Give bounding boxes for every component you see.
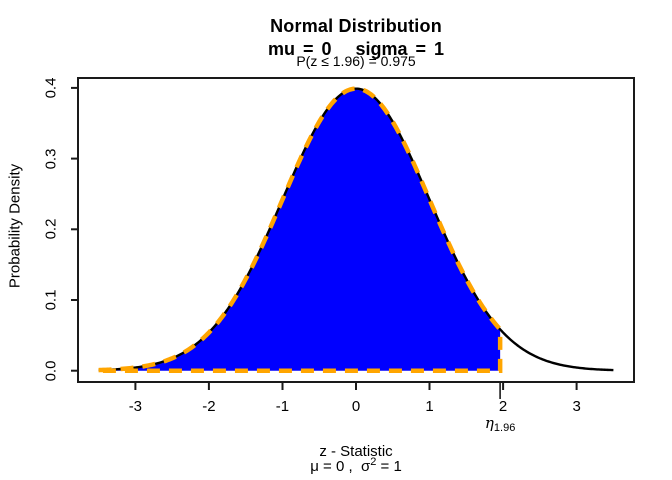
- x-axis-label: z - Statistic: [319, 443, 393, 460]
- eta-subscript: 1.96: [493, 422, 516, 434]
- y-tick-label: 0.4: [42, 77, 60, 99]
- chart-title: Normal Distribution: [270, 16, 442, 36]
- y-tick-label: 0.1: [42, 289, 60, 311]
- shaded-area-border: [96, 86, 503, 373]
- x-tick-label: 2: [498, 398, 508, 415]
- x-tick-label: 1: [425, 398, 434, 415]
- x-tick-label: 0: [351, 398, 361, 415]
- x-axis-sublabel: μ = 0 , σ2 = 1: [78, 456, 634, 475]
- probability-annotation: P(z ≤ 1.96) = 0.975: [296, 53, 416, 69]
- x-axis-sublabel-pre: μ = 0 , σ: [310, 458, 371, 475]
- y-tick-label: 0.0: [42, 360, 60, 382]
- x-tick-label: 3: [572, 398, 581, 415]
- x-axis-sublabel-post: = 1: [376, 458, 402, 475]
- chart-subtitle: mu = 0 sigma = 1: [267, 39, 445, 59]
- sigma-exponent: 2: [370, 456, 377, 468]
- shaded-area: [98, 88, 501, 371]
- y-axis-label: Probability Density: [6, 163, 24, 289]
- y-tick-label: 0.3: [42, 148, 60, 170]
- x-tick-label: -1: [275, 398, 290, 415]
- eta-symbol: η: [484, 414, 494, 432]
- threshold-label: η1.96: [485, 414, 515, 434]
- x-tick-label: -2: [202, 398, 216, 415]
- y-tick-label: 0.2: [42, 218, 60, 240]
- x-tick-label: -3: [128, 398, 143, 415]
